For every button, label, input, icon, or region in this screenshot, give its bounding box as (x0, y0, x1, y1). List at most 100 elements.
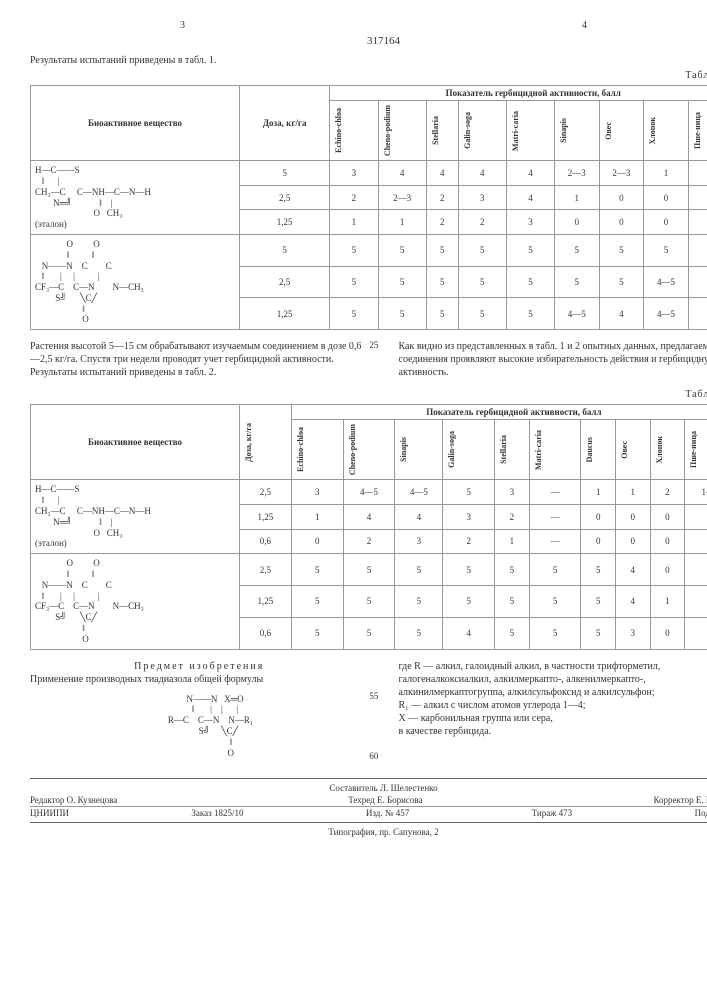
col-header: Echino-chloa (295, 425, 306, 474)
line-no-55: 55 (369, 690, 378, 703)
data-cell: 4 (343, 505, 395, 530)
data-cell: 5 (443, 585, 495, 617)
data-cell: 4 (599, 298, 644, 330)
th-dose2: Доза, кг/га (243, 421, 254, 464)
claims-intro: Применение производных тиадиазола общей … (30, 673, 369, 686)
claims-section: Предмет изобретения Применение производн… (30, 660, 707, 767)
claims-title: Предмет изобретения (30, 660, 369, 673)
col-header: Galin-soga (462, 110, 473, 151)
data-cell: 3 (458, 185, 506, 210)
data-cell: — (529, 480, 581, 505)
data-cell: 0 (650, 554, 685, 586)
data-cell: 4 (506, 185, 554, 210)
data-cell: 0 (650, 505, 685, 530)
data-cell: 2—3 (378, 185, 426, 210)
table2-label: Таблица 2 (30, 389, 707, 400)
data-cell: 5 (506, 298, 554, 330)
data-cell: O (685, 529, 707, 554)
data-cell: 5 (330, 234, 378, 266)
dose-cell: 1,25 (240, 585, 292, 617)
sub: Подписное (695, 808, 707, 818)
data-cell: 5 (688, 234, 707, 266)
data-cell: 1—2 (685, 480, 707, 505)
data-cell: 0 (581, 505, 616, 530)
col-header: Овес (603, 120, 614, 142)
data-cell: 0 (650, 529, 685, 554)
claims-as: в качестве гербицида. (399, 725, 707, 738)
data-cell: 0 (581, 529, 616, 554)
data-cell: 5 (395, 585, 443, 617)
data-cell: 5 (443, 554, 495, 586)
order: Заказ 1825/10 (191, 808, 243, 818)
dose-cell: 5 (240, 234, 330, 266)
data-cell: 1 (650, 585, 685, 617)
data-cell: 5 (426, 266, 458, 298)
table1-label: Таблица 1 (30, 70, 707, 81)
dose-cell: 0,6 (240, 617, 292, 649)
th-activity: Показатель гербицидной активности, балл (330, 86, 707, 101)
credits-block: Составитель Л. Шелестенко Редактор О. Ку… (30, 778, 707, 823)
tech-editor: Техред Е. Борисова (348, 795, 422, 805)
data-cell: 5 (395, 554, 443, 586)
col-header: Matri-caria (510, 109, 521, 153)
col-header: Хлопок (654, 434, 665, 465)
data-cell: 2 (495, 505, 530, 530)
data-cell: 1 (291, 505, 343, 530)
data-cell: 2 (458, 210, 506, 235)
data-cell: 1 (644, 161, 689, 186)
data-cell: 5 (495, 554, 530, 586)
mid-paragraphs: Растения высотой 5—15 см обрабатывают из… (30, 340, 707, 379)
data-cell: 5 (343, 585, 395, 617)
data-cell: 2 (685, 617, 707, 649)
data-cell: 1 (616, 480, 651, 505)
data-cell: 3 (616, 617, 651, 649)
th-substance2: Биоактивное вещество (31, 405, 240, 480)
data-cell: 5 (581, 554, 616, 586)
data-cell: 5 (555, 234, 600, 266)
data-cell: 5 (599, 266, 644, 298)
compiler: Составитель Л. Шелестенко (329, 783, 437, 793)
patent-number: 317164 (30, 35, 707, 47)
data-cell: 0 (616, 505, 651, 530)
data-cell: 5 (443, 480, 495, 505)
dose-cell: 2,5 (240, 266, 330, 298)
data-cell: 5 (506, 266, 554, 298)
line-no-25: 25 (369, 340, 378, 350)
data-cell: — (529, 505, 581, 530)
col-header: Пше-ница (688, 429, 699, 470)
data-cell: 5 (330, 298, 378, 330)
editor: Редактор О. Кузнецова (30, 795, 117, 805)
data-cell: 1 (330, 210, 378, 235)
chemical-structure: H—C——S ‖ | CH₃—C C—NH—C—N—H N═╝ ‖ | O CH… (35, 165, 235, 230)
data-cell: 3 (291, 480, 343, 505)
para-left: Растения высотой 5—15 см обрабатывают из… (30, 340, 369, 379)
data-cell: 4 (378, 161, 426, 186)
data-cell: 0 (644, 185, 689, 210)
col-header: Daucus (584, 435, 595, 464)
col-header: Овес (619, 439, 630, 461)
page-left: 3 (180, 20, 185, 31)
data-cell: 4 (443, 617, 495, 649)
dose-cell: 2,5 (240, 554, 292, 586)
data-cell: 2—3 (555, 161, 600, 186)
col-header: Sinapis (558, 116, 569, 145)
dose-cell: 0,6 (240, 529, 292, 554)
data-cell: 0 (555, 210, 600, 235)
data-cell: 5 (529, 617, 581, 649)
data-cell: 0 (616, 529, 651, 554)
data-cell: 0 (291, 529, 343, 554)
page-numbers: 3 4 (180, 20, 587, 31)
footer: Типография, пр. Сапунова, 2 (30, 827, 707, 837)
general-formula: N——N X═O ‖ | | | R—C C—N N—R₁ S╝ ╲C╱ ‖ O (30, 694, 369, 759)
data-cell: 5 (426, 234, 458, 266)
data-cell: 5 (343, 617, 395, 649)
data-cell: 3 (495, 480, 530, 505)
dose-cell: 5 (240, 161, 330, 186)
table-1: Биоактивное вещество Доза, кг/га Показат… (30, 85, 707, 330)
col-header: Cheno-podium (347, 422, 358, 477)
data-cell: 4 (685, 554, 707, 586)
col-header: Хлопок (647, 115, 658, 146)
data-cell: 5 (395, 617, 443, 649)
data-cell: 2—3 (599, 161, 644, 186)
data-cell: 5 (555, 266, 600, 298)
